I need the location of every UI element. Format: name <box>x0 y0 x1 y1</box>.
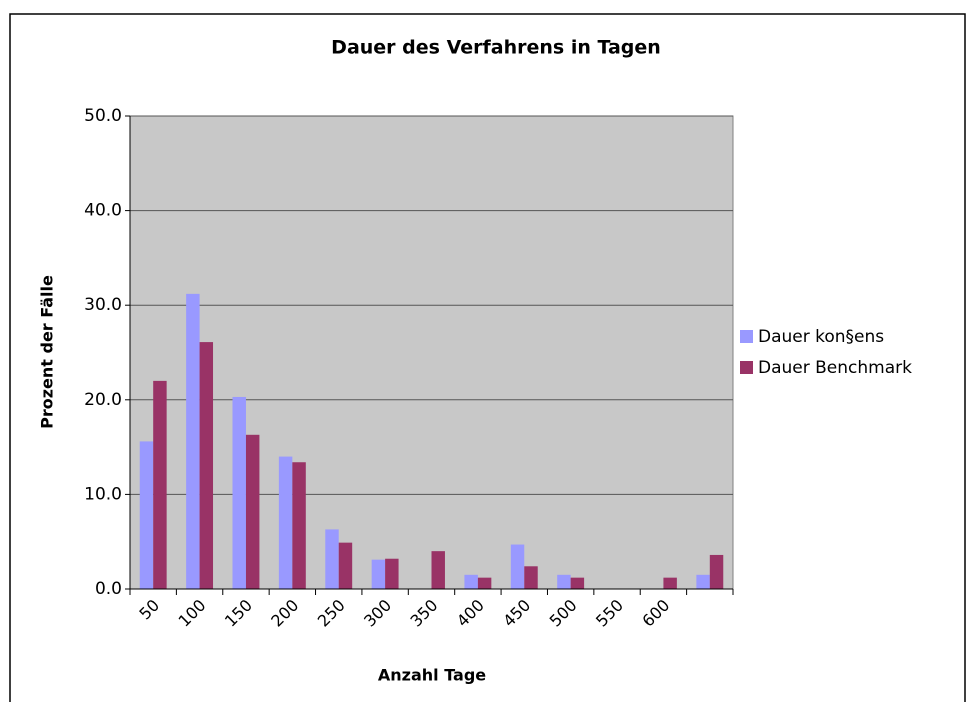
bar <box>199 342 214 589</box>
bar <box>385 558 399 589</box>
y-tick-label: 0.0 <box>95 579 122 599</box>
bar <box>431 551 445 589</box>
x-axis-label: Anzahl Tage <box>378 666 486 685</box>
y-tick-label: 30.0 <box>84 295 122 315</box>
bar <box>510 544 525 589</box>
legend-swatch <box>740 330 753 343</box>
bar <box>477 577 492 589</box>
bar <box>245 434 260 589</box>
bar <box>371 559 386 589</box>
y-tick-label: 10.0 <box>84 484 122 504</box>
y-axis-label: Prozent der Fälle <box>38 275 57 429</box>
bar <box>325 529 339 589</box>
bar <box>292 462 306 589</box>
bar <box>338 542 353 589</box>
bar <box>153 380 167 589</box>
bar <box>696 574 710 589</box>
bar <box>186 293 200 589</box>
plot-area <box>129 115 734 590</box>
bar <box>709 554 724 589</box>
legend-label: Dauer kon§ens <box>758 327 884 347</box>
bar <box>464 574 478 589</box>
bar <box>557 574 571 589</box>
bar <box>524 566 538 589</box>
bar <box>139 441 154 589</box>
y-tick-label: 40.0 <box>84 201 122 221</box>
bar <box>663 577 677 589</box>
bar <box>232 396 246 589</box>
bar <box>278 456 293 589</box>
y-tick-label: 20.0 <box>84 390 122 410</box>
bar <box>570 577 585 589</box>
y-tick-label: 50.0 <box>84 106 122 126</box>
chart-title: Dauer des Verfahrens in Tagen <box>331 37 661 59</box>
legend-swatch <box>740 361 753 374</box>
legend-label: Dauer Benchmark <box>758 358 912 378</box>
